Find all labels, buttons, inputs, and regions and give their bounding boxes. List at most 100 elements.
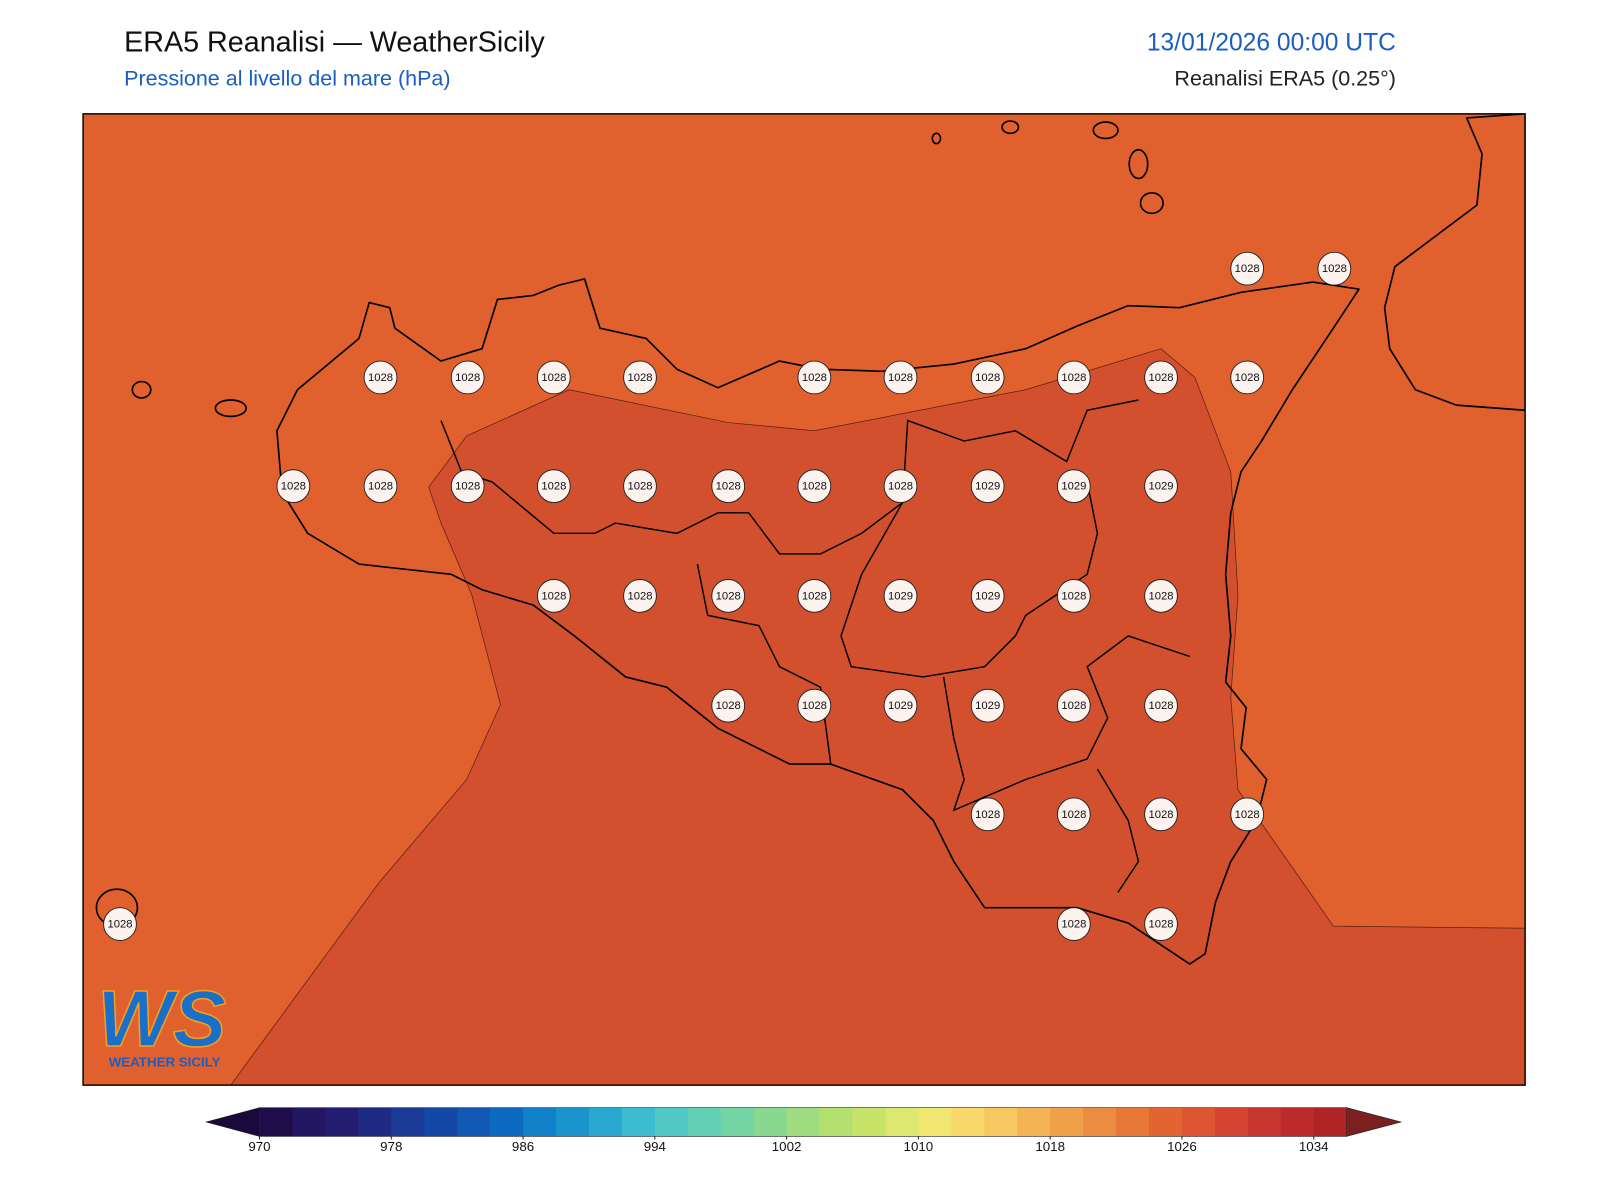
station: 1029	[970, 579, 1005, 613]
station-value: 1029	[888, 700, 913, 712]
colorbar-swatch	[1181, 1107, 1216, 1137]
station: 1028	[883, 360, 918, 395]
colorbar-tick-label: 1018	[1035, 1139, 1065, 1154]
province-borders	[840, 481, 1099, 678]
station: 1028	[450, 469, 485, 504]
station-marker	[1144, 688, 1178, 723]
station: 1028	[797, 688, 832, 723]
station-value: 1029	[1061, 481, 1086, 493]
station-value: 1028	[627, 481, 652, 493]
colorbar-swatch	[687, 1107, 722, 1137]
island	[1139, 192, 1164, 215]
logo-mark: WS	[97, 974, 226, 1063]
colorbar-tick-label: 1010	[904, 1139, 934, 1154]
station-value: 1029	[1148, 481, 1173, 493]
station-value: 1028	[1148, 809, 1173, 821]
station-value: 1028	[975, 372, 1000, 384]
station-value: 1029	[888, 590, 913, 602]
station-value: 1028	[1148, 919, 1173, 931]
station: 1028	[450, 360, 485, 395]
station-marker	[883, 579, 918, 613]
station-marker	[797, 688, 832, 723]
station-value: 1028	[1235, 809, 1260, 821]
station-marker	[883, 360, 918, 395]
station-value: 1028	[802, 700, 827, 712]
station: 1028	[797, 579, 832, 613]
station-marker	[1056, 797, 1091, 832]
station-marker	[1230, 797, 1265, 832]
station: 1028	[1056, 579, 1091, 613]
station: 1029	[1056, 469, 1091, 504]
station: 1028	[1230, 251, 1265, 286]
station-value: 1028	[368, 372, 393, 384]
island	[1128, 148, 1149, 180]
station-value: 1028	[368, 481, 393, 493]
datetime: 13/01/2026 00:00 UTC	[1147, 30, 1396, 57]
station-value: 1029	[975, 481, 1000, 493]
station-marker	[883, 469, 918, 504]
station-value: 1028	[1148, 590, 1173, 602]
province-borders	[1096, 768, 1140, 893]
station: 1028	[1056, 360, 1091, 395]
colorbar-swatch	[885, 1107, 919, 1137]
station: 1028	[797, 469, 832, 504]
colorbar-tick-label: 970	[248, 1139, 270, 1154]
station: 1028	[623, 360, 657, 395]
colorbar-tick-label: 994	[644, 1139, 667, 1154]
station-marker	[363, 360, 398, 395]
station: 1028	[536, 579, 571, 613]
station-marker	[797, 360, 832, 395]
colorbar-swatch	[1050, 1107, 1084, 1137]
island	[931, 132, 942, 145]
station: 1028	[1230, 360, 1265, 395]
colorbar-swatch	[1247, 1107, 1282, 1137]
colorbar-swatch	[490, 1107, 524, 1137]
station-value: 1028	[455, 372, 480, 384]
station-value: 1028	[802, 372, 827, 384]
station: 1028	[536, 469, 571, 504]
province-borders	[942, 635, 1190, 812]
station-value: 1028	[802, 481, 827, 493]
logo-caption: WEATHER SICILY	[109, 1055, 221, 1070]
station-marker	[970, 688, 1005, 723]
station: 1028	[1144, 579, 1178, 613]
station: 1028	[797, 360, 832, 395]
station: 1028	[1317, 251, 1352, 286]
colorbar-swatch	[358, 1107, 392, 1137]
station: 1028	[711, 579, 746, 613]
colorbar-swatch	[1148, 1107, 1183, 1137]
colorbar-swatch	[819, 1107, 854, 1137]
logo: WS WEATHER SICILY	[97, 973, 227, 1070]
station: 1028	[1056, 797, 1091, 832]
station: 1029	[883, 688, 918, 723]
station-marker	[536, 469, 571, 504]
station-value: 1028	[1061, 700, 1086, 712]
colorbar-tick-label: 1002	[772, 1139, 802, 1154]
colorbar-swatch	[621, 1107, 656, 1137]
station-marker	[1056, 579, 1091, 613]
station: 1029	[970, 688, 1005, 723]
station-marker	[797, 469, 832, 504]
colorbar-frame	[259, 1107, 1347, 1137]
station-marker	[1317, 251, 1352, 286]
colorbar-swatch	[918, 1107, 952, 1137]
colorbar-swatch	[555, 1107, 590, 1137]
colorbar-swatch	[1214, 1107, 1249, 1137]
station: 1029	[970, 469, 1005, 504]
colorbar-over	[1346, 1107, 1403, 1137]
colorbar-swatch	[259, 1107, 293, 1137]
station-value: 1028	[975, 809, 1000, 821]
station-marker	[1056, 469, 1091, 504]
station-value: 1028	[107, 919, 132, 931]
station-marker	[1056, 360, 1091, 395]
station-value: 1028	[716, 590, 741, 602]
station-value: 1028	[1061, 372, 1086, 384]
station-marker	[711, 469, 746, 504]
station-marker	[450, 360, 485, 395]
station: 1028	[970, 360, 1005, 395]
colorbar-swatch	[654, 1107, 689, 1137]
station-marker	[450, 469, 485, 504]
station-value: 1028	[1235, 263, 1260, 275]
station-value: 1028	[1235, 372, 1260, 384]
station: 1029	[883, 579, 918, 613]
